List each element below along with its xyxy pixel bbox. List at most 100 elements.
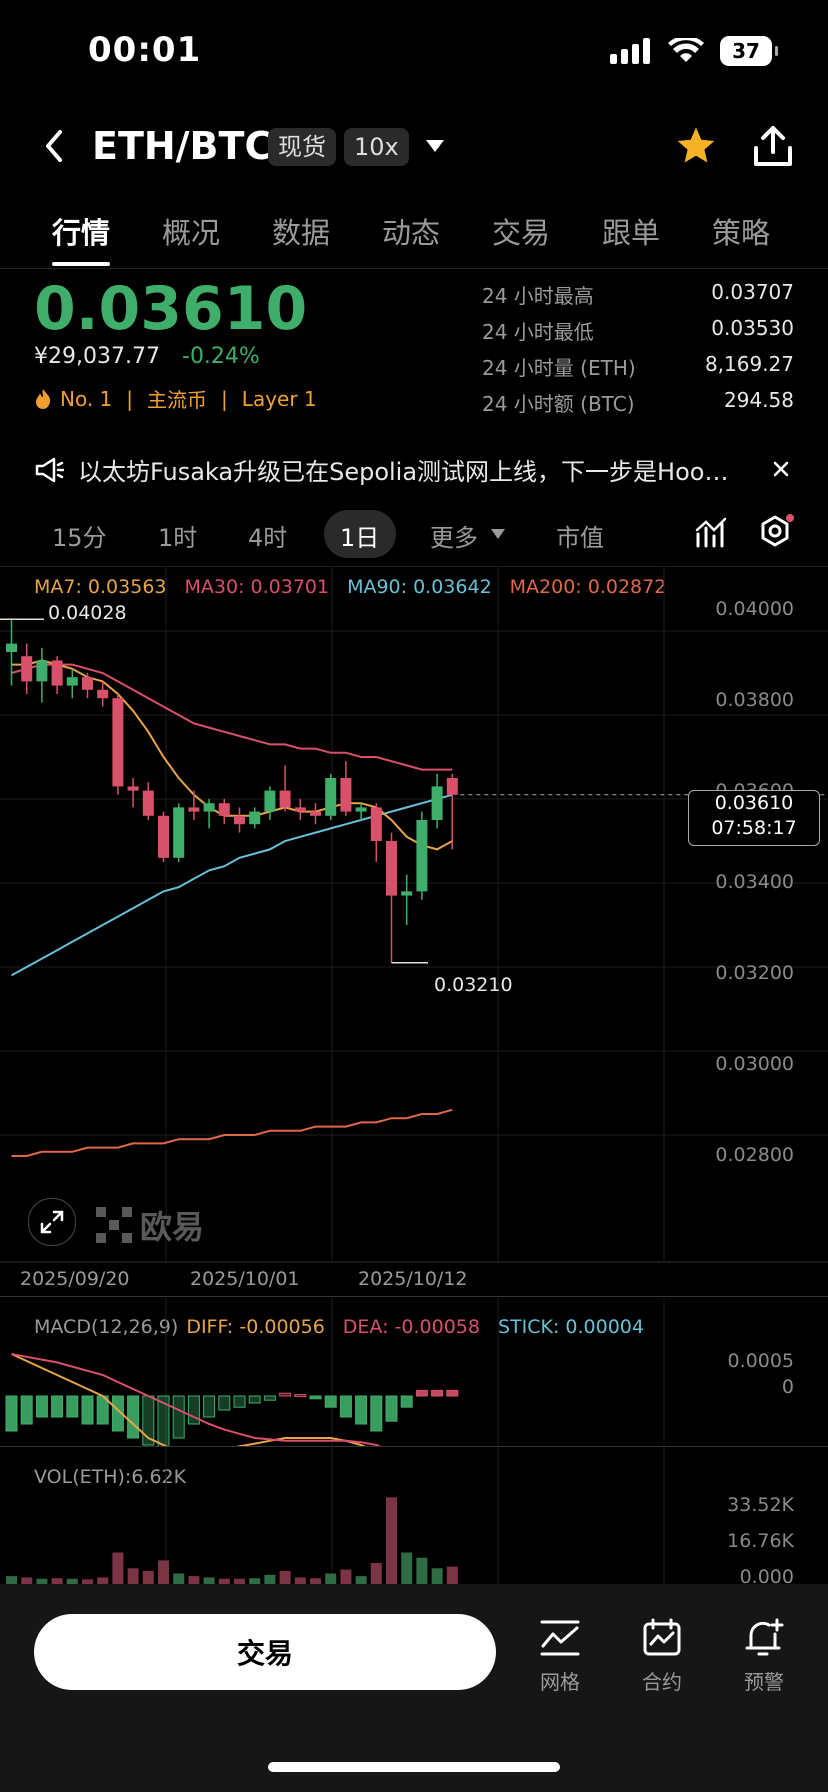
tag-separator: | bbox=[126, 386, 134, 411]
macd-bar bbox=[248, 1395, 261, 1404]
alert-button[interactable]: 预警 bbox=[724, 1618, 804, 1695]
high-marker-label: 0.04028 bbox=[48, 602, 127, 624]
tab-trade[interactable]: 交易 bbox=[492, 216, 551, 250]
candle-countdown: 07:58:17 bbox=[711, 817, 797, 839]
interval-15m[interactable]: 15分 bbox=[52, 524, 107, 552]
volume-bar bbox=[51, 1578, 63, 1584]
volume-bar bbox=[127, 1568, 139, 1584]
rank-tag[interactable]: No. 1 bbox=[60, 386, 113, 411]
interval-1d[interactable]: 1日 bbox=[340, 524, 380, 552]
status-time: 00:01 bbox=[88, 30, 202, 70]
macd-bar bbox=[187, 1395, 200, 1425]
volume-bar bbox=[446, 1566, 458, 1584]
volume-bar bbox=[112, 1552, 124, 1584]
okx-logo-icon bbox=[96, 1207, 132, 1243]
volume-bar bbox=[203, 1577, 215, 1584]
candle-body bbox=[218, 803, 230, 816]
vol-y-tick: 0.000 bbox=[739, 1566, 794, 1588]
fullscreen-button[interactable] bbox=[28, 1198, 76, 1246]
grid-label: 网格 bbox=[540, 1670, 580, 1694]
macd-bar bbox=[279, 1392, 292, 1397]
macd-bar bbox=[431, 1389, 444, 1397]
ma200-line bbox=[11, 1108, 453, 1157]
macd-bar bbox=[203, 1395, 216, 1418]
status-icons: 37 bbox=[610, 36, 778, 66]
volume-bar bbox=[249, 1578, 261, 1584]
indicator-chart-icon[interactable] bbox=[694, 516, 728, 550]
tab-news[interactable]: 动态 bbox=[382, 216, 441, 250]
vol-y-tick: 33.52K bbox=[727, 1494, 794, 1516]
macd-bar bbox=[263, 1395, 276, 1401]
macd-bar bbox=[172, 1395, 185, 1439]
tab-bar: 行情 概况 数据 动态 交易 跟单 策略 bbox=[0, 210, 828, 266]
tab-market[interactable]: 行情 bbox=[52, 216, 111, 250]
volume-label: VOL(ETH):6.62K bbox=[34, 1466, 187, 1488]
grid-bot-icon bbox=[540, 1620, 580, 1656]
candlestick-chart[interactable] bbox=[0, 566, 828, 1266]
volume-bar bbox=[386, 1497, 397, 1584]
candle-body bbox=[401, 891, 413, 896]
ma30-label: MA30: 0.03701 bbox=[184, 576, 330, 598]
stat-label-high: 24 小时最高 bbox=[482, 284, 594, 308]
stat-value-low: 0.03530 bbox=[711, 316, 794, 340]
candle-body bbox=[370, 807, 382, 841]
volume-bar bbox=[36, 1578, 48, 1584]
trade-button[interactable]: 交易 bbox=[34, 1614, 496, 1690]
contract-button[interactable]: 合约 bbox=[622, 1618, 702, 1695]
volume-bar bbox=[142, 1570, 154, 1584]
tab-overview[interactable]: 概况 bbox=[162, 216, 221, 250]
dropdown-caret-icon[interactable] bbox=[424, 138, 446, 154]
candle-body bbox=[234, 815, 245, 825]
current-price-tag: 0.03610 07:58:17 bbox=[688, 790, 820, 846]
candle-body bbox=[82, 677, 93, 690]
volume-bar bbox=[355, 1576, 367, 1584]
share-icon[interactable] bbox=[752, 124, 794, 168]
x-tick: 2025/09/20 bbox=[20, 1268, 130, 1290]
chart-settings-icon[interactable] bbox=[756, 514, 796, 552]
stat-label-volume: 24 小时量 (ETH) bbox=[482, 356, 636, 380]
home-indicator bbox=[268, 1762, 560, 1772]
candle-body bbox=[279, 790, 291, 808]
volume-bar bbox=[82, 1579, 93, 1584]
tab-strategy[interactable]: 策略 bbox=[712, 216, 771, 250]
macd-bar bbox=[218, 1395, 231, 1411]
interval-more[interactable]: 更多 bbox=[430, 524, 478, 552]
candle-body bbox=[51, 660, 63, 686]
interval-market-cap[interactable]: 市值 bbox=[556, 524, 604, 552]
volume-bar bbox=[340, 1569, 352, 1584]
macd-chart[interactable] bbox=[0, 1296, 828, 1446]
y-tick: 0.03000 bbox=[715, 1053, 794, 1075]
bell-plus-icon bbox=[745, 1618, 784, 1656]
battery-level: 37 bbox=[732, 39, 760, 63]
volume-bar bbox=[264, 1574, 276, 1584]
news-banner[interactable]: 以太坊Fusaka升级已在Sepolia测试网上线，下一步是Hoo… bbox=[34, 452, 794, 487]
more-caret-icon[interactable] bbox=[490, 528, 506, 540]
macd-bar bbox=[294, 1394, 307, 1398]
volume-chart[interactable] bbox=[0, 1446, 828, 1584]
watermark-text: 欧易 bbox=[140, 1208, 205, 1246]
volume-bar bbox=[234, 1578, 245, 1584]
candle-body bbox=[416, 820, 428, 892]
favorite-star-icon[interactable] bbox=[674, 124, 718, 168]
candle-body bbox=[158, 815, 169, 858]
volume-bar bbox=[431, 1568, 443, 1584]
ma-legend: MA7: 0.03563 MA30: 0.03701 MA90: 0.03642… bbox=[34, 576, 666, 598]
layer1-tag[interactable]: Layer 1 bbox=[241, 386, 317, 411]
macd-dea: DEA: -0.00058 bbox=[342, 1316, 480, 1338]
divider bbox=[0, 1296, 828, 1297]
macd-legend: MACD(12,26,9) DIFF: -0.00056 DEA: -0.000… bbox=[34, 1316, 644, 1338]
tab-data[interactable]: 数据 bbox=[272, 216, 331, 250]
grid-button[interactable]: 网格 bbox=[520, 1618, 600, 1695]
back-arrow-icon[interactable] bbox=[42, 128, 66, 164]
interval-1h[interactable]: 1时 bbox=[158, 524, 198, 552]
alert-label: 预警 bbox=[744, 1670, 784, 1694]
news-text[interactable]: 以太坊Fusaka升级已在Sepolia测试网上线，下一步是Hoo… bbox=[78, 458, 729, 486]
interval-4h[interactable]: 4时 bbox=[248, 524, 288, 552]
pair-title[interactable]: ETH/BTC bbox=[92, 124, 273, 168]
volume-bar bbox=[188, 1576, 200, 1584]
close-icon[interactable] bbox=[772, 460, 790, 478]
stat-label-turnover: 24 小时额 (BTC) bbox=[482, 392, 635, 416]
tab-copy[interactable]: 跟单 bbox=[602, 216, 661, 250]
mainstream-tag[interactable]: 主流币 bbox=[147, 388, 208, 412]
y-tick: 0.03400 bbox=[715, 871, 794, 893]
